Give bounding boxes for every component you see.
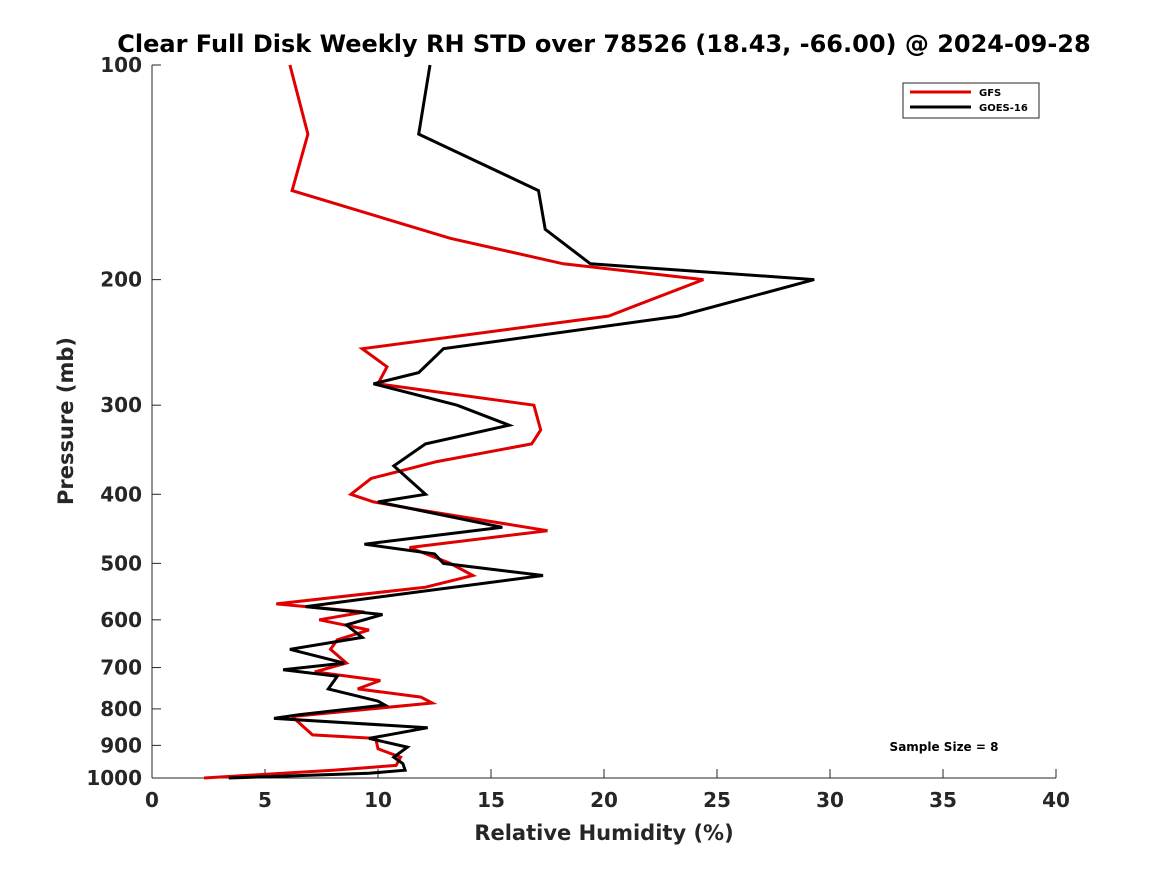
legend-label-gfs: GFS (979, 88, 1001, 99)
x-tick-label: 10 (364, 788, 392, 812)
x-tick-label: 20 (590, 788, 618, 812)
x-tick-label: 5 (258, 788, 272, 812)
chart-title: Clear Full Disk Weekly RH STD over 78526… (117, 30, 1090, 58)
y-tick-label: 500 (100, 551, 142, 575)
legend-box (902, 82, 1040, 119)
x-tick-label: 30 (816, 788, 844, 812)
y-tick-label: 100 (100, 53, 142, 77)
x-tick-label: 40 (1042, 788, 1070, 812)
x-tick-label: 35 (929, 788, 957, 812)
y-tick-label: 300 (100, 393, 142, 417)
y-tick-label: 1000 (86, 766, 142, 790)
legend-label-goes-16: GOES-16 (979, 103, 1028, 114)
y-tick-label: 700 (100, 656, 142, 680)
x-axis-label: Relative Humidity (%) (474, 821, 733, 845)
y-tick-label: 200 (100, 268, 142, 292)
y-tick-label: 400 (100, 482, 142, 506)
x-tick-label: 15 (477, 788, 505, 812)
y-axis-label: Pressure (mb) (54, 337, 78, 505)
y-tick-label: 900 (100, 733, 142, 757)
x-tick-label: 25 (703, 788, 731, 812)
x-tick-label: 0 (145, 788, 159, 812)
y-tick-label: 800 (100, 697, 142, 721)
sample-size-annotation: Sample Size = 8 (890, 740, 999, 754)
y-tick-label: 600 (100, 608, 142, 632)
series-line-goes-16 (228, 64, 815, 780)
